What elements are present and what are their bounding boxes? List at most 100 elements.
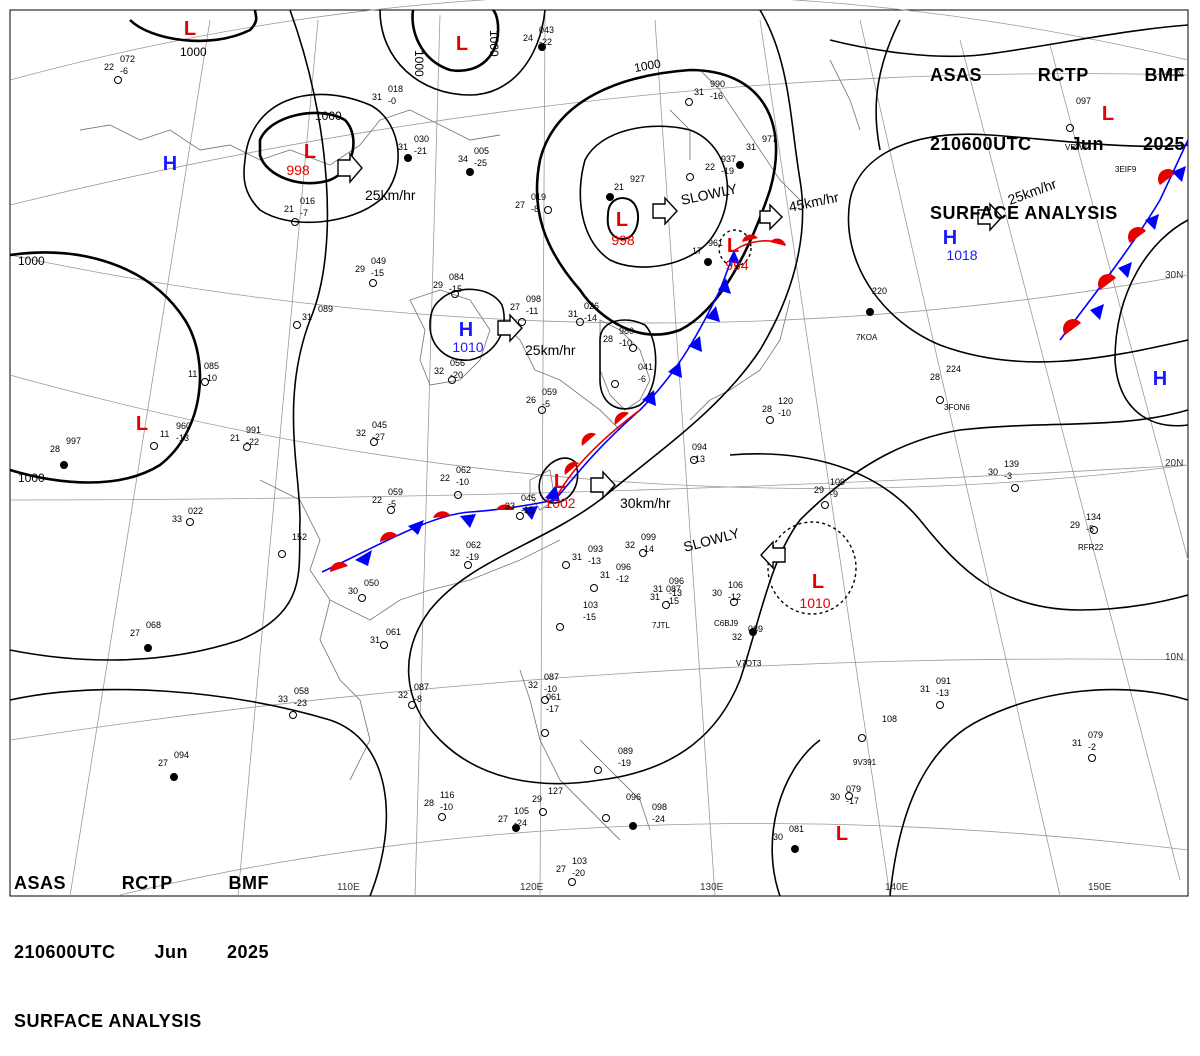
station-dewpoint-depression: -5 [388,499,396,509]
station-dewpoint-depression: -13 [936,688,949,698]
station-dewpoint-depression: -15 [521,505,534,515]
station-dewpoint-depression: -16 [710,91,723,101]
station-pressure: 094 [174,750,189,760]
station-pressure: 977 [762,134,777,144]
isobar-value-label: 1000 [315,109,342,123]
longitude-label: 140E [885,882,909,893]
station-temperature: 27 [130,628,140,638]
station-pressure: 099 [641,532,656,542]
station-pressure: 081 [789,824,804,834]
station-dewpoint-depression: -10 [619,338,632,348]
station-pressure: 094 [692,442,707,452]
station-temperature: 29 [433,280,443,290]
station-dewpoint-depression: -15 [666,596,679,606]
station-dewpoint-depression: -19 [721,166,734,176]
station-pressure: 068 [146,620,161,630]
station-temperature: 28 [424,798,434,808]
station-temperature: 27 [498,814,508,824]
station-temperature: 28 [930,372,940,382]
station-pressure: 997 [66,436,81,446]
station-dewpoint-depression: -13 [588,556,601,566]
station-temperature: 28 [50,444,60,454]
station-temperature: 17 [692,246,702,256]
low-center-symbol: L [616,209,628,231]
isobar-value-label: 1000 [412,50,426,77]
station-pressure: 061 [386,627,401,637]
station-temperature: 32 [528,680,538,690]
station-pressure: 098 [526,294,541,304]
station-temperature: 34 [458,154,468,164]
graticule-labels: 110E 120E 130E 140E 150E 40N 30N 20N 10N [337,68,1183,893]
agency-code: ASAS [930,65,983,85]
station-temperature: 27 [515,200,525,210]
station-pressure: 098 [652,802,667,812]
station-temperature: 21 [284,204,294,214]
ship-call-sign: VRWT [1065,143,1089,152]
low-center-symbol: L [1102,103,1114,125]
station-temperature: 26 [526,395,536,405]
station-pressure: 079 [846,784,861,794]
motion-speed-label: 25km/hr [365,187,416,203]
low-center-symbol: L [727,235,739,257]
station-temperature: 32 [732,632,742,642]
station-temperature: 30 [830,792,840,802]
station-pressure: 096 [616,562,631,572]
station-temperature: 30 [773,832,783,842]
center-pressure-value: 1010 [452,339,483,355]
latitude-label: 10N [1165,652,1183,663]
station-pressure: 990 [710,79,725,89]
station-dewpoint-depression: -22 [246,437,259,447]
station-pressure: 103 [572,856,587,866]
station-dewpoint-depression: -9 [830,489,838,499]
station-dewpoint-depression: -15 [583,612,596,622]
station-temperature: 31 [694,87,704,97]
station-pressure: 089 [618,746,633,756]
station-pressure: 108 [882,714,897,724]
station-pressure: 980 [619,326,634,336]
station-pressure: 960 [176,421,191,431]
isobar-value-label: 1000 [633,56,662,74]
center-pressure-value: 1002 [544,495,575,511]
station-temperature: 29 [355,264,365,274]
station-pressure: 085 [204,361,219,371]
product-title: SURFACE ANALYSIS [930,203,1118,223]
station-temperature: 30 [988,467,998,477]
latitude-label: 40N [1165,68,1183,79]
station-pressure: 224 [946,364,961,374]
high-center-symbol: H [459,319,473,341]
station-dewpoint-depression: -20 [572,868,585,878]
product-suffix: BMF [228,873,269,893]
station-temperature: 28 [603,334,613,344]
station-pressure: 105 [514,806,529,816]
ship-call-sign: 9V391 [853,758,877,767]
ship-call-sign: RFR22 [1078,543,1104,552]
ship-call-sign: 3FON6 [944,403,970,412]
station-dewpoint-depression: -13 [669,588,682,598]
station-pressure: 049 [371,256,386,266]
station-pressure: 927 [630,174,645,184]
station-pressure: 991 [246,425,261,435]
station-pressure: 050 [364,578,379,588]
station-pressure: 056 [450,358,465,368]
station-pressure: 059 [542,387,557,397]
station-pressure: 079 [1088,730,1103,740]
front-symbols [330,166,1186,572]
station-dewpoint-depression: -13 [692,454,705,464]
station-pressure: 961 [708,238,723,248]
station-temperature: 31 [600,570,610,580]
station-dewpoint-depression: -24 [514,818,527,828]
fronts [321,139,1189,573]
station-dewpoint-depression: -14 [641,544,654,554]
valid-month: Jun [1070,134,1105,154]
station-dewpoint-depression: -19 [618,758,631,768]
station-pressure: 937 [721,154,736,164]
ship-ids: VRWT 3EIF9 7KOA 3FON6 RFR22 7JTL C6BJ9 V7OT3 9V3… [652,143,1137,767]
station-temperature: 33 [278,694,288,704]
station-pressure: 041 [638,362,653,372]
station-pressure: 019 [531,192,546,202]
agency-code: ASAS [14,873,67,893]
header-top-right: ASAS RCTP BMF 210600UTC Jun 2025 SURFACE… [930,18,1185,248]
station-temperature: 21 [230,433,240,443]
